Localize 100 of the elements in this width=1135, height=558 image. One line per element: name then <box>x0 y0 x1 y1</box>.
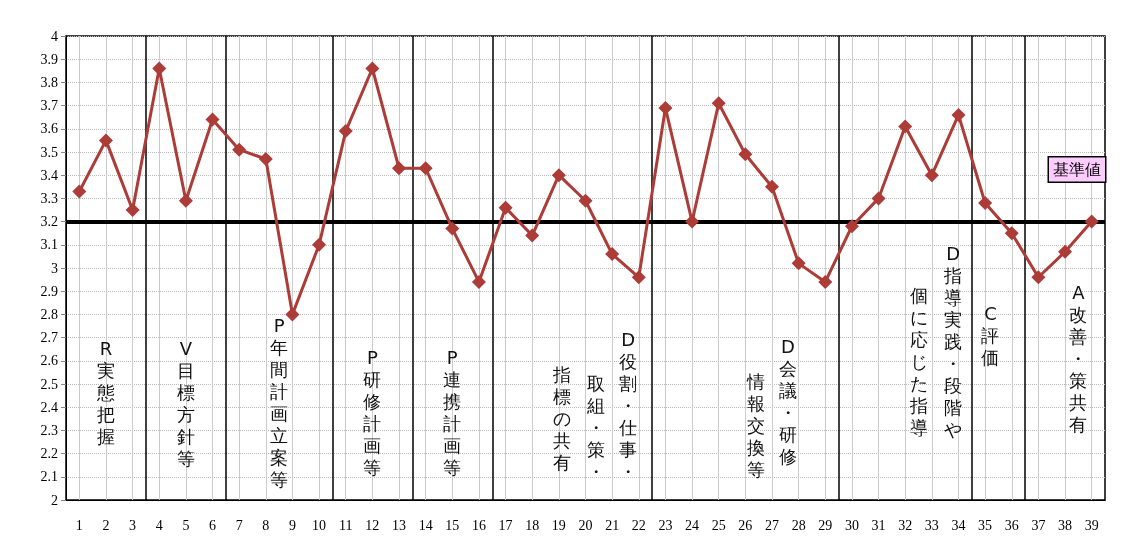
x-tick-label: 12 <box>365 517 380 533</box>
point <box>658 100 673 115</box>
point <box>951 107 966 122</box>
x-tick-label: 37 <box>1031 517 1046 533</box>
x-tick-label: 10 <box>312 517 327 533</box>
annotation: 個に応じた指導 <box>908 284 928 438</box>
y-tick-label: 3.3 <box>40 190 58 206</box>
point <box>525 228 540 243</box>
y-tick-label: 3.8 <box>40 74 58 90</box>
point <box>1031 270 1046 285</box>
point <box>764 179 779 194</box>
x-tick-label: 32 <box>898 517 913 533</box>
x-tick-label: 7 <box>235 517 243 533</box>
y-tick-label: 3.2 <box>40 214 58 230</box>
annotation: P年間計画立案等 <box>270 314 289 490</box>
point <box>232 142 247 157</box>
point <box>1084 214 1099 229</box>
point <box>605 247 620 262</box>
x-tick-label: 6 <box>209 517 217 533</box>
x-tick-label: 30 <box>844 517 859 533</box>
point <box>312 237 327 252</box>
y-tick-label: 3.4 <box>40 167 58 183</box>
y-tick-label: 2.5 <box>40 376 58 392</box>
annotation: V目標方針等 <box>176 338 195 470</box>
point <box>898 119 913 134</box>
point <box>551 168 566 183</box>
x-tick-label: 21 <box>605 517 620 533</box>
x-tick-label: 25 <box>711 517 726 533</box>
y-tick-label: 2.6 <box>40 353 58 369</box>
annotation: 取組・策・ <box>586 372 606 482</box>
x-tick-label: 36 <box>1004 517 1019 533</box>
annotation: D役割・仕事・ <box>618 328 638 482</box>
y-tick-label: 3 <box>51 260 58 276</box>
point <box>471 274 486 289</box>
x-tick-label: 35 <box>978 517 993 533</box>
point <box>924 168 939 183</box>
y-tick-label: 3.5 <box>40 144 58 160</box>
x-tick-label: 20 <box>578 517 593 533</box>
x-tick-label: 11 <box>338 517 353 533</box>
x-tick-label: 2 <box>102 517 110 533</box>
x-tick-label: 8 <box>262 517 270 533</box>
x-tick-label: 23 <box>658 517 673 533</box>
y-tick-label: 2.4 <box>40 399 58 415</box>
point <box>498 200 513 215</box>
x-tick-label: 17 <box>498 517 513 533</box>
x-tick-label: 33 <box>924 517 939 533</box>
point <box>178 193 193 208</box>
x-tick-label: 14 <box>418 517 433 533</box>
point <box>72 184 87 199</box>
point <box>844 219 859 234</box>
x-tick-label: 27 <box>764 517 779 533</box>
point <box>205 112 220 127</box>
point <box>125 203 140 217</box>
y-tick-label: 3.1 <box>40 237 58 253</box>
y-tick-label: 2.9 <box>40 283 58 299</box>
point <box>98 133 113 148</box>
x-tick-label: 39 <box>1084 517 1099 533</box>
point <box>978 196 993 211</box>
annotation: D会議・研修 <box>778 335 797 467</box>
annotation: C評価 <box>981 303 1000 369</box>
y-tick-label: 4 <box>51 28 58 44</box>
y-tick-label: 2.2 <box>40 446 58 462</box>
text: D指導実践・段階や <box>944 242 963 440</box>
x-tick-label: 5 <box>182 517 190 533</box>
point <box>1058 244 1073 259</box>
x-tick-label: 31 <box>871 517 886 533</box>
point <box>818 274 833 289</box>
point <box>418 161 433 176</box>
annotation: 情報交換等 <box>746 370 765 480</box>
point <box>791 256 806 271</box>
point <box>1004 226 1019 241</box>
x-tick-label: 38 <box>1058 517 1073 533</box>
annotation: P研修計画等 <box>363 347 382 479</box>
point <box>285 307 300 322</box>
y-tick-label: 2.8 <box>40 306 58 322</box>
annotation: R実態把握 <box>95 338 115 448</box>
point <box>338 124 353 139</box>
x-tick-label: 24 <box>685 517 700 533</box>
point <box>445 221 460 236</box>
annotation: 指標の共有 <box>551 363 571 473</box>
point <box>738 147 753 162</box>
point <box>578 193 593 208</box>
annotation: A改善・策共有 <box>1069 282 1088 436</box>
x-tick-label: 4 <box>155 517 163 533</box>
x-tick-label: 22 <box>631 517 646 533</box>
y-tick-label: 2.3 <box>40 422 58 438</box>
x-tick-label: 18 <box>525 517 540 533</box>
x-tick-label: 13 <box>392 517 407 533</box>
y-tick-label: 2.1 <box>40 469 58 485</box>
point <box>685 214 700 229</box>
x-tick-label: 15 <box>445 517 460 533</box>
y-tick-label: 2 <box>51 492 58 508</box>
point <box>152 61 167 76</box>
y-tick-label: 3.6 <box>40 121 58 137</box>
point <box>365 61 380 76</box>
y-tick-label: 2.7 <box>40 330 58 346</box>
annotation: P連携計画等 <box>443 347 462 479</box>
point <box>258 151 273 166</box>
x-tick-label: 19 <box>551 517 566 533</box>
x-tick-label: 29 <box>818 517 833 533</box>
